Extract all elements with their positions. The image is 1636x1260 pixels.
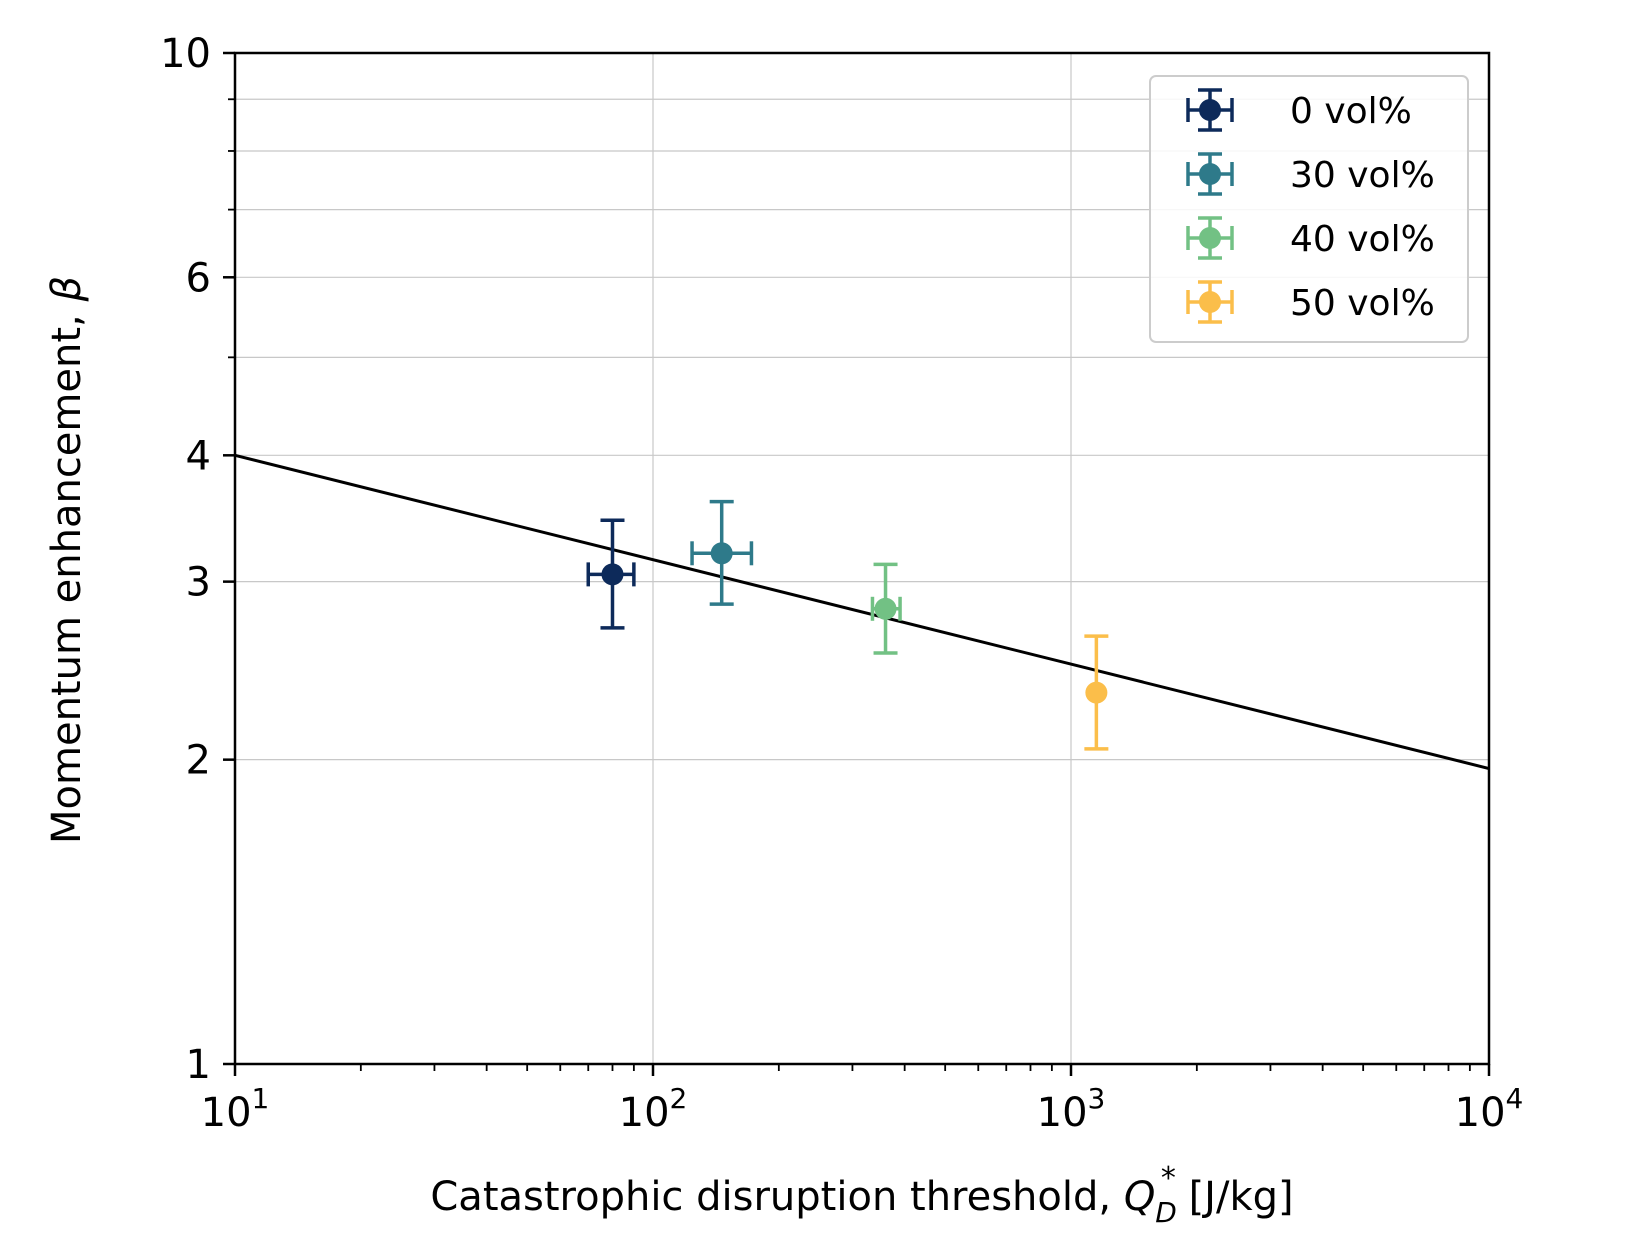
fit-line-group (234, 453, 1490, 770)
data-point (1085, 681, 1108, 704)
y-axis-title: Momentum enhancement, β (44, 276, 90, 844)
legend-entry: 40 vol% (1186, 216, 1435, 260)
x-tick-label: 101 (201, 1082, 270, 1136)
legend: 0 vol% 30 vol% 40 vol% 50 vol% (1149, 75, 1469, 343)
legend-label: 50 vol% (1290, 283, 1435, 324)
x-tick-label: 104 (1455, 1082, 1524, 1136)
legend-label: 0 vol% (1290, 91, 1412, 132)
legend-entry: 30 vol% (1186, 152, 1435, 196)
legend-marker-dot (1199, 227, 1221, 249)
y-tick-label: 1 (186, 1042, 211, 1088)
x-axis-title: Catastrophic disruption threshold, QD* [… (430, 1161, 1293, 1229)
y-tick-label: 2 (186, 738, 211, 784)
series-point (870, 562, 902, 655)
y-tick-label: 6 (186, 255, 211, 301)
y-tick-label: 4 (186, 433, 211, 479)
x-tick-label: 103 (1037, 1082, 1106, 1136)
series-point (1084, 634, 1109, 751)
data-point (874, 597, 897, 620)
series-point (586, 518, 636, 630)
legend-entry: 0 vol% (1186, 88, 1412, 132)
legend-marker-dot (1199, 99, 1221, 121)
series-point (690, 499, 754, 606)
fit-line (234, 453, 1490, 770)
plot-frame (233, 51, 1491, 1066)
legend-marker-dot (1199, 291, 1221, 313)
data-point (710, 542, 733, 565)
legend-marker-dot (1199, 163, 1221, 185)
legend-box (1149, 75, 1469, 343)
legend-label: 30 vol% (1290, 155, 1435, 196)
axis-ticks: 101 102 103 104 1 2 3 4 6 10 (160, 31, 1523, 1136)
y-tick-label: 10 (160, 31, 211, 77)
data-points (586, 499, 1109, 751)
data-point (601, 563, 624, 586)
legend-label: 40 vol% (1290, 219, 1435, 260)
x-tick-label: 102 (619, 1082, 688, 1136)
y-tick-label: 3 (186, 560, 211, 606)
legend-entry: 50 vol% (1186, 280, 1435, 324)
